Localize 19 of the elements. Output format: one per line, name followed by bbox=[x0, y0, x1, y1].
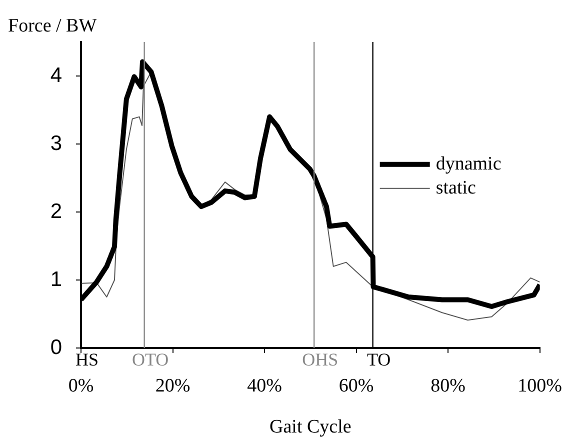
x-tick-label: 100% bbox=[518, 375, 562, 396]
y-axis-title: Force / BW bbox=[8, 15, 97, 36]
x-tick-label: 40% bbox=[247, 375, 282, 396]
legend-label: dynamic bbox=[436, 153, 502, 174]
y-tick-label: 1 bbox=[50, 268, 62, 291]
x-tick-label: 0% bbox=[68, 375, 94, 396]
y-tick-label: 2 bbox=[50, 200, 62, 223]
x-tick-label: 80% bbox=[430, 375, 466, 396]
y-tick-label: 3 bbox=[50, 132, 62, 155]
x-tick-label: 20% bbox=[155, 375, 190, 396]
ref-line-label: HS bbox=[75, 350, 99, 370]
ref-line-label: OTO bbox=[132, 350, 169, 370]
ref-line-label: OHS bbox=[302, 350, 338, 370]
ref-line-label: TO bbox=[366, 350, 391, 370]
legend-label: static bbox=[436, 177, 476, 198]
x-axis-title: Gait Cycle bbox=[270, 416, 352, 438]
y-tick-label: 4 bbox=[50, 64, 62, 87]
y-tick-label: 0 bbox=[50, 336, 62, 359]
x-tick-label: 60% bbox=[338, 375, 374, 396]
